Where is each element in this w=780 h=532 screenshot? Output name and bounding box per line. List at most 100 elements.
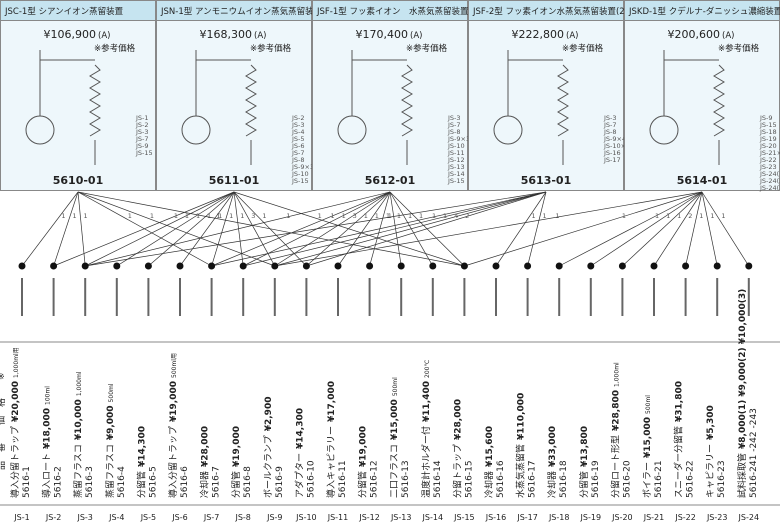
panel-part: JS-16 — [603, 149, 621, 157]
condenser — [245, 64, 257, 137]
connector-qty: 1 — [532, 212, 536, 220]
panel-part: JS-2 — [135, 121, 149, 129]
connector-qty: 1 — [240, 212, 244, 220]
item-price: ¥2,900 — [264, 397, 274, 432]
item-price: ¥15,000 — [390, 399, 400, 440]
panel-part: JS-4 — [291, 128, 305, 136]
connector-qty: 1 — [699, 212, 703, 220]
connector-qty: 1 — [677, 212, 681, 220]
item-price: ¥10,000 — [74, 399, 84, 440]
connector-qty: 1 — [72, 212, 76, 220]
connector — [53, 191, 235, 267]
item-name: 分留管 — [230, 471, 242, 498]
item-code: JS-8 — [234, 513, 250, 522]
panel-part: JS-3 — [135, 128, 149, 136]
panel-code: 5614-01 — [677, 174, 728, 187]
item-code: JS-24 — [738, 513, 760, 522]
panel-note: ※参考価格 — [718, 43, 760, 54]
item-code: JS-10 — [295, 513, 317, 522]
connector-qty: 1 — [710, 212, 714, 220]
connector-qty: 1 — [84, 212, 88, 220]
item-price: ¥17,000 — [327, 381, 337, 422]
item-price: ¥13,800 — [580, 426, 590, 467]
item-number: 5616-20 — [622, 460, 632, 498]
connector-qty: 2 — [465, 212, 469, 220]
item-number: 5616-8 — [243, 466, 253, 498]
connector-qty: 3 — [353, 212, 357, 220]
item-price: ¥33,000 — [548, 426, 558, 467]
item-price: ¥110,000 — [517, 393, 527, 440]
panel-price: ¥222,800 — [512, 28, 565, 41]
part-dot — [587, 262, 595, 270]
connector-qty: 1 — [174, 212, 178, 220]
item-name: ボールクランプ — [263, 435, 274, 498]
part-dot — [50, 262, 58, 270]
connector — [701, 191, 750, 267]
panel-part: JS-24(1) — [759, 170, 780, 178]
item-number: 5616-23 — [717, 460, 727, 498]
item-name: 分留管 — [357, 471, 369, 498]
connector-qty: 1 — [229, 212, 233, 220]
condenser — [557, 64, 569, 137]
item-name: 蒸留フラスコ — [72, 444, 84, 498]
part-dot — [555, 262, 563, 270]
part-dot — [397, 262, 405, 270]
item-name-price: 二口フラスコ ¥15,000 500ml — [389, 377, 400, 498]
panel-part: JS-3 — [447, 114, 461, 122]
panel-part: JS-19 — [759, 135, 777, 143]
item-name: ボイラー — [642, 462, 653, 498]
connector-qty: 1 — [375, 212, 379, 220]
connector-qty: 1 — [61, 212, 65, 220]
item-name: 水蒸気蒸留管 — [515, 444, 527, 498]
connector-qty: 1 — [622, 212, 626, 220]
connector-qty: 1 — [443, 212, 447, 220]
panel-title: JSF-1型 フッ素イオン 水蒸気蒸留装置(1) — [316, 6, 481, 17]
part-dot — [302, 262, 310, 270]
item-name-price: 導入ロート ¥18,000 100ml — [41, 386, 53, 498]
item-name-price: 分留管 ¥19,000 — [357, 426, 369, 498]
part-dot — [713, 262, 721, 270]
panel-note: ※参考価格 — [562, 43, 604, 54]
item-price: ¥8,000(1) ¥9,000(2) ¥10,000(3) — [738, 289, 748, 449]
panel-part: JS-10×2 — [603, 142, 630, 150]
connector-qty: 1 — [364, 212, 368, 220]
panel — [156, 0, 312, 191]
item-code: JS-21 — [643, 513, 665, 522]
panel-part: JS-7 — [603, 121, 617, 129]
item-name: 冷却器 — [199, 471, 211, 498]
item-price: ¥9,000 — [106, 405, 116, 440]
panel-header — [156, 0, 312, 21]
part-dot — [18, 262, 26, 270]
panel-part: JS-10 — [291, 170, 309, 178]
panel-header — [0, 0, 156, 21]
panel-part: JS-17 — [603, 156, 621, 164]
item-name: 分留管 — [135, 471, 147, 498]
item-note: 1,000ml — [76, 371, 83, 396]
panel-part: JS-15 — [135, 149, 153, 157]
panel-part: JS-2 — [291, 114, 305, 122]
item-name: キャピラリー — [705, 444, 716, 498]
connector — [85, 191, 391, 267]
item-name: アダプター — [293, 453, 305, 498]
panel-part: JS-8 — [447, 128, 461, 136]
item-code: JS-12 — [358, 513, 380, 522]
item-number: 5616-1 — [22, 466, 32, 498]
connector — [701, 191, 718, 267]
item-name-price: ボールクランプ ¥2,900 — [263, 397, 274, 498]
panel-price: ¥170,400 — [356, 28, 409, 41]
item-name-price: 分留管 ¥19,000 — [230, 426, 242, 498]
item-name-price: アダプター ¥14,300 — [293, 408, 305, 498]
item-note: 500ml — [645, 395, 652, 414]
panel-price-note: (A) — [410, 31, 422, 41]
part-dot — [271, 262, 279, 270]
item-code: JS-6 — [171, 513, 187, 522]
connector-qty: 1 — [419, 212, 423, 220]
part-dot — [524, 262, 532, 270]
panel-part: JS-24(3) — [759, 184, 780, 192]
panel-note: ※参考価格 — [250, 43, 292, 54]
panel-part: JS-10 — [447, 142, 465, 150]
side-label: 品 番 — [0, 443, 7, 470]
item-price: ¥19,000 — [359, 426, 369, 467]
item-name: スニーダー分留管 — [673, 426, 685, 498]
item-number: 5616-241 -242 -243 — [749, 408, 759, 498]
